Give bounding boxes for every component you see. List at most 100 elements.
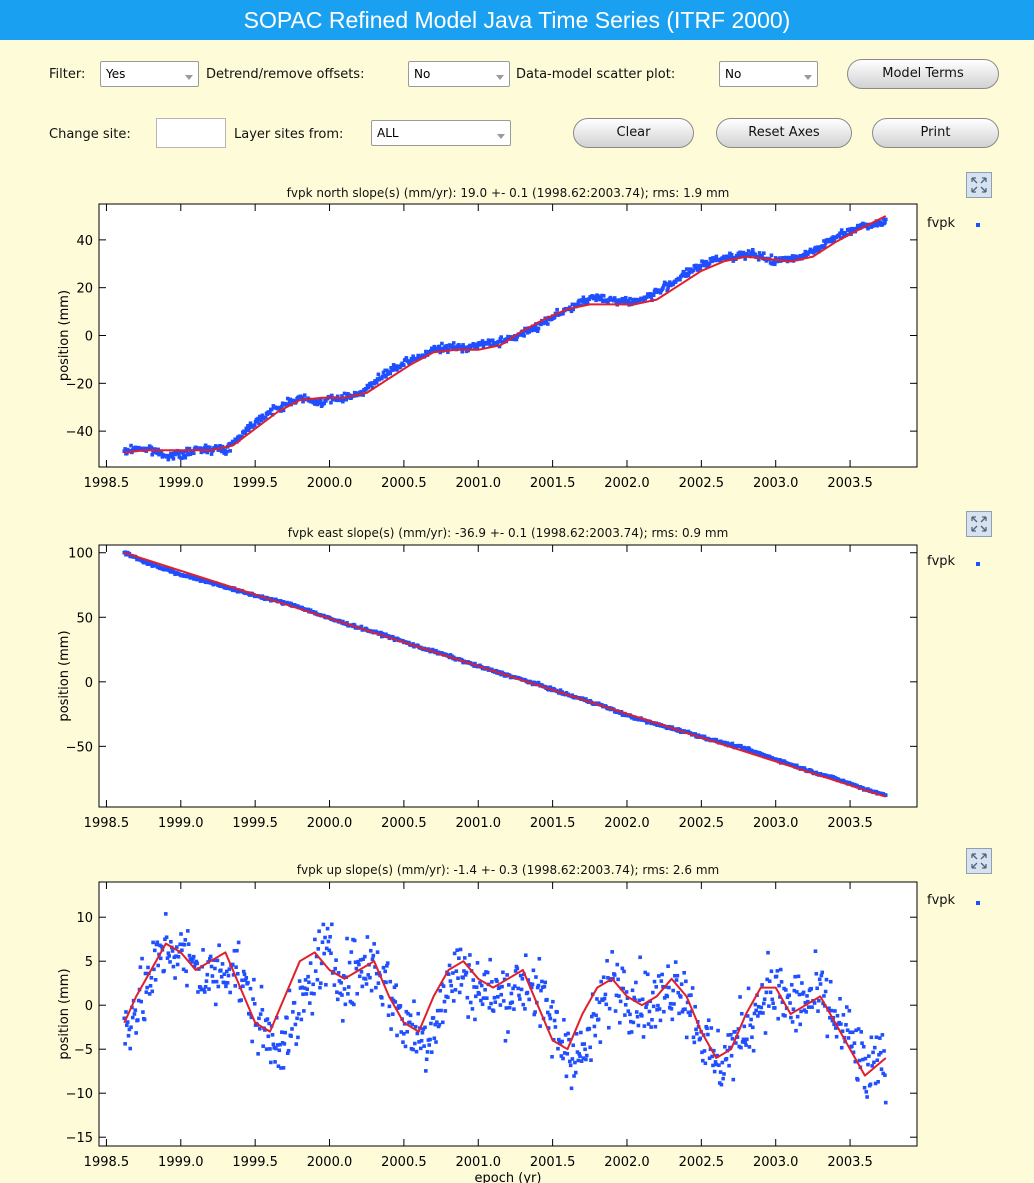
- up-data-point: [336, 971, 341, 975]
- up-data-point: [559, 1054, 564, 1058]
- reset-axes-button[interactable]: Reset Axes: [716, 118, 852, 148]
- up-data-point: [657, 1007, 662, 1011]
- east-data-point: [186, 573, 191, 577]
- north-data-point: [813, 245, 818, 250]
- up-ytick-label: 10: [76, 911, 93, 926]
- east-xtick-label: 2001.5: [530, 816, 576, 831]
- up-data-point: [557, 1037, 561, 1042]
- north-legend-marker: [976, 223, 980, 227]
- up-data-point: [649, 1025, 653, 1029]
- up-data-point: [368, 975, 372, 980]
- up-data-point: [548, 1016, 553, 1021]
- north-data-point: [281, 408, 286, 413]
- north-data-point: [372, 381, 376, 386]
- detrend-select[interactable]: No: [408, 61, 510, 87]
- up-data-point: [182, 942, 187, 947]
- north-data-point: [415, 356, 420, 361]
- up-data-point: [689, 993, 693, 997]
- up-data-point: [375, 950, 380, 954]
- print-button[interactable]: Print: [872, 118, 999, 148]
- up-data-point: [192, 964, 197, 969]
- up-data-point: [604, 1002, 609, 1007]
- up-data-point: [125, 1020, 130, 1024]
- up-data-point: [199, 987, 204, 992]
- north-data-point: [480, 339, 485, 343]
- north-data-point: [475, 345, 480, 349]
- up-data-point: [163, 912, 168, 916]
- up-data-point: [465, 995, 470, 1000]
- north-data-point: [191, 451, 196, 456]
- north-data-point: [407, 361, 412, 366]
- north-data-point: [208, 445, 212, 450]
- up-data-point: [395, 1033, 399, 1038]
- up-data-point: [214, 979, 219, 984]
- up-data-point: [615, 962, 620, 967]
- up-data-point: [812, 1001, 817, 1005]
- up-data-point: [579, 1030, 583, 1035]
- up-data-point: [869, 1035, 874, 1040]
- up-data-point: [601, 975, 606, 980]
- north-expand-button[interactable]: [966, 172, 992, 198]
- up-data-point: [488, 957, 493, 962]
- up-data-point: [422, 1044, 426, 1048]
- east-model-line: [123, 551, 887, 798]
- up-data-point: [219, 974, 224, 979]
- up-expand-button[interactable]: [966, 848, 992, 874]
- north-data-point: [872, 223, 877, 228]
- north-data-point: [631, 297, 636, 302]
- north-data-point: [539, 322, 543, 327]
- north-ytick-label: −20: [66, 377, 93, 392]
- up-data-point: [432, 1036, 437, 1041]
- change-site-input[interactable]: [156, 118, 226, 148]
- up-data-point: [656, 974, 661, 978]
- up-data-point: [122, 1016, 127, 1021]
- north-ytick-label: 0: [85, 330, 93, 345]
- up-data-point: [761, 1001, 766, 1006]
- up-data-point: [208, 954, 213, 959]
- up-data-point: [501, 999, 506, 1003]
- up-data-point: [150, 989, 155, 994]
- east-expand-button[interactable]: [966, 511, 992, 537]
- scatter-select[interactable]: No: [719, 61, 818, 87]
- up-data-point: [369, 988, 374, 993]
- north-data-point: [881, 217, 886, 221]
- layer-select[interactable]: ALL: [371, 120, 511, 146]
- up-data-point: [796, 974, 801, 979]
- model-terms-button[interactable]: Model Terms: [847, 59, 999, 89]
- clear-button[interactable]: Clear: [573, 118, 694, 148]
- up-data-point: [740, 1040, 745, 1044]
- up-data-point: [512, 984, 517, 988]
- up-data-point: [429, 1050, 434, 1054]
- north-data-point: [714, 254, 719, 259]
- north-data-point: [561, 311, 565, 316]
- north-data-point: [761, 251, 766, 256]
- up-data-point: [185, 983, 189, 988]
- north-data-point: [653, 287, 658, 292]
- up-data-point: [857, 1058, 862, 1063]
- up-data-point: [823, 989, 828, 994]
- up-data-point: [710, 1054, 714, 1059]
- up-data-point: [763, 1031, 768, 1035]
- up-data-point: [390, 996, 394, 1001]
- up-data-point: [278, 1042, 282, 1047]
- up-data-point: [525, 990, 530, 995]
- up-data-point: [593, 1033, 598, 1038]
- up-data-point: [726, 1033, 731, 1037]
- north-data-point: [536, 326, 541, 331]
- filter-select[interactable]: Yes: [100, 61, 199, 87]
- north-data-point: [269, 407, 274, 412]
- up-data-point: [693, 1004, 697, 1009]
- up-data-point: [133, 1008, 138, 1012]
- up-data-point: [394, 983, 398, 987]
- up-data-point: [376, 981, 381, 985]
- up-data-point: [651, 1004, 656, 1009]
- chevron-down-icon: [496, 75, 504, 80]
- up-data-point: [270, 1032, 275, 1037]
- north-xtick-label: 1999.5: [232, 476, 278, 491]
- up-data-point: [173, 976, 177, 980]
- up-data-point: [507, 1005, 512, 1010]
- up-data-point: [542, 984, 547, 989]
- up-data-point: [280, 1030, 284, 1034]
- up-data-point: [846, 1036, 851, 1040]
- north-data-point: [546, 322, 550, 326]
